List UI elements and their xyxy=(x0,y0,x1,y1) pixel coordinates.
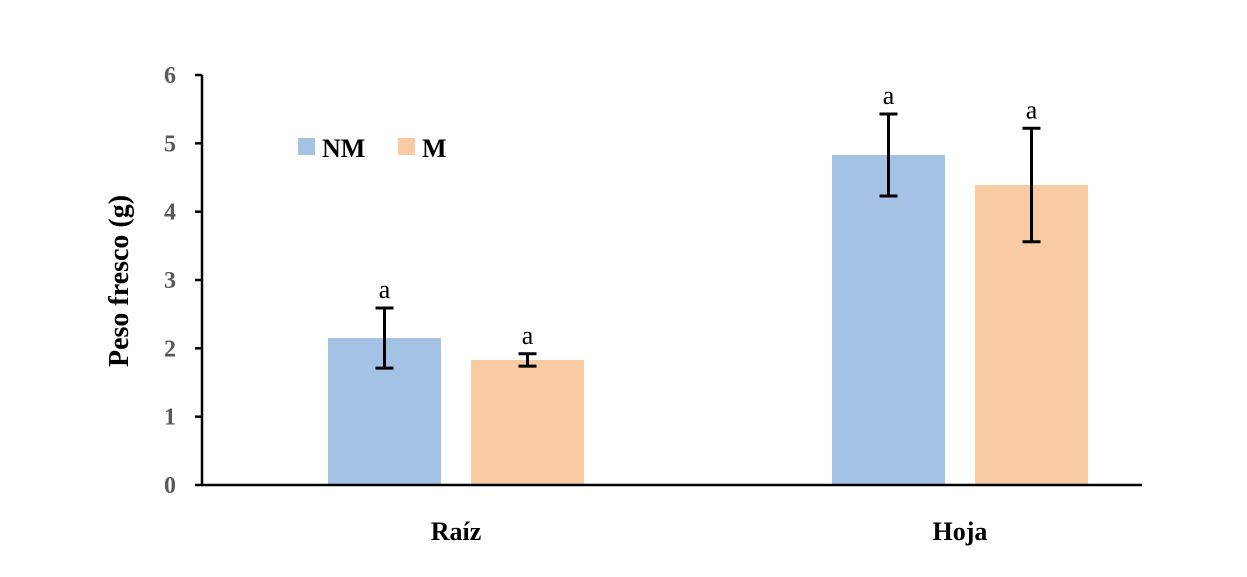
significance-label: a xyxy=(522,321,534,350)
error-bar xyxy=(375,306,394,370)
y-tick-label: 6 xyxy=(164,63,176,89)
x-category-label: Hoja xyxy=(933,517,988,546)
legend: NM M xyxy=(298,134,447,163)
error-bar xyxy=(1022,126,1041,244)
legend-swatch-m xyxy=(398,138,415,155)
y-axis-title: Peso fresco (g) xyxy=(104,195,135,367)
significance-label: a xyxy=(883,81,895,110)
error-bar xyxy=(518,352,537,368)
significance-label: a xyxy=(1026,95,1038,124)
error-bar xyxy=(879,112,898,198)
bar-nm-1 xyxy=(832,154,945,485)
bar-m-0 xyxy=(471,359,584,485)
axes: Raíz Hoja 0 1 2 3 4 5 6 xyxy=(164,63,1142,546)
legend-label-m: M xyxy=(422,134,447,163)
x-category-label: Raíz xyxy=(431,517,482,546)
y-tick-label: 1 xyxy=(164,405,176,431)
legend-swatch-nm xyxy=(298,138,315,155)
y-tick-label: 3 xyxy=(164,268,176,294)
y-tick-label: 2 xyxy=(164,336,176,362)
y-tick-label: 4 xyxy=(164,200,176,226)
bars: a a a a xyxy=(328,81,1088,485)
y-tick-label: 0 xyxy=(164,473,176,499)
significance-label: a xyxy=(379,275,391,304)
y-tick-label: 5 xyxy=(164,131,176,157)
legend-label-nm: NM xyxy=(322,134,365,163)
